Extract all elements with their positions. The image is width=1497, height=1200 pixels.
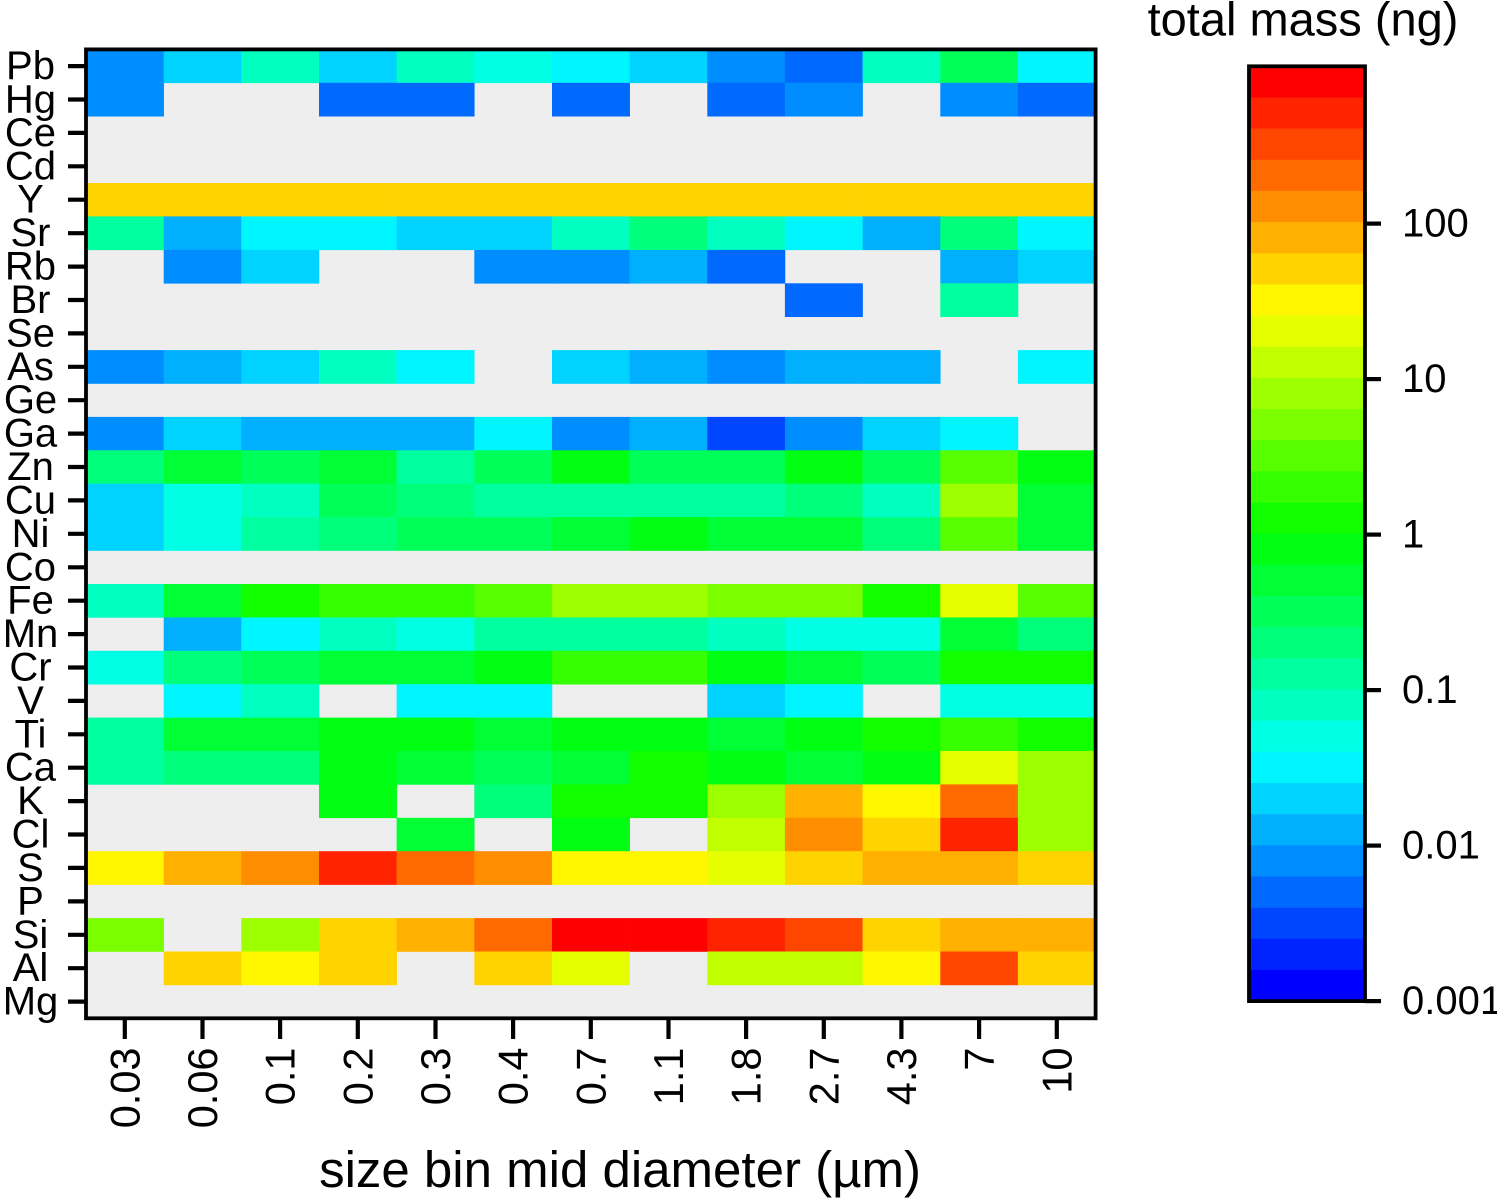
svg-text:0.1: 0.1 (1402, 668, 1458, 712)
svg-text:S: S (17, 846, 44, 890)
svg-text:total mass (ng): total mass (ng) (1148, 0, 1459, 46)
svg-text:size bin mid diameter (µm): size bin mid diameter (µm) (319, 1141, 921, 1198)
svg-text:Al: Al (13, 946, 49, 990)
svg-text:As: As (7, 345, 54, 389)
svg-text:1: 1 (1402, 513, 1424, 557)
svg-text:Fe: Fe (7, 579, 54, 623)
svg-text:Ge: Ge (4, 378, 57, 422)
svg-text:0.1: 0.1 (257, 1048, 304, 1106)
svg-text:Ni: Ni (12, 512, 50, 556)
svg-text:Se: Se (6, 311, 55, 355)
svg-text:0.2: 0.2 (334, 1048, 381, 1106)
svg-text:Cr: Cr (9, 646, 51, 690)
svg-text:Br: Br (11, 278, 51, 322)
svg-text:7: 7 (956, 1048, 1003, 1071)
svg-text:Ca: Ca (5, 746, 57, 790)
svg-text:0.4: 0.4 (490, 1048, 537, 1106)
svg-text:0.01: 0.01 (1402, 824, 1480, 868)
svg-text:Cd: Cd (5, 144, 56, 188)
svg-text:Ti: Ti (15, 712, 47, 756)
svg-text:10: 10 (1033, 1048, 1080, 1094)
svg-text:0.03: 0.03 (101, 1048, 148, 1129)
svg-text:Mn: Mn (3, 612, 59, 656)
svg-text:10: 10 (1402, 357, 1447, 401)
svg-text:0.3: 0.3 (412, 1048, 459, 1106)
svg-text:Hg: Hg (5, 78, 56, 122)
svg-text:1.8: 1.8 (723, 1048, 770, 1106)
svg-text:0.001: 0.001 (1402, 979, 1497, 1023)
svg-text:100: 100 (1402, 202, 1469, 246)
svg-text:Sr: Sr (11, 211, 51, 255)
svg-text:4.3: 4.3 (878, 1048, 925, 1106)
svg-text:Pb: Pb (6, 44, 55, 88)
svg-text:Co: Co (5, 545, 56, 589)
svg-text:Mg: Mg (3, 980, 59, 1024)
svg-text:K: K (17, 779, 44, 823)
svg-text:Rb: Rb (5, 245, 56, 289)
svg-text:Y: Y (17, 178, 44, 222)
svg-text:0.06: 0.06 (179, 1048, 226, 1129)
svg-text:P: P (17, 879, 44, 923)
svg-text:Ce: Ce (5, 111, 56, 155)
svg-text:1.1: 1.1 (645, 1048, 692, 1106)
svg-text:Zn: Zn (7, 445, 54, 489)
svg-text:0.7: 0.7 (567, 1048, 614, 1106)
svg-text:Cu: Cu (5, 478, 56, 522)
svg-text:Si: Si (13, 913, 49, 957)
svg-text:Ga: Ga (4, 412, 58, 456)
svg-text:2.7: 2.7 (800, 1048, 847, 1106)
svg-text:V: V (17, 679, 44, 723)
svg-text:Cl: Cl (12, 813, 50, 857)
